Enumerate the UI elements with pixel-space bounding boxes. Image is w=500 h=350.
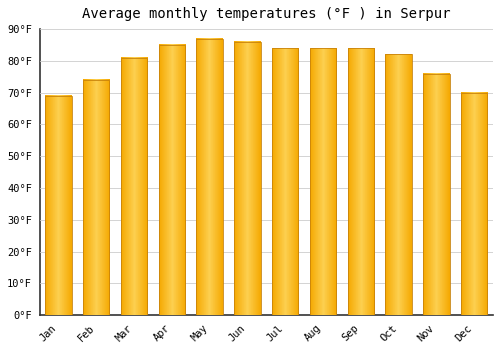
Bar (386, 55, 412, 315)
Bar (196, 38, 223, 315)
Bar (423, 74, 450, 315)
Bar (386, 55, 412, 315)
Title: Average monthly temperatures (°F ) in Serpur: Average monthly temperatures (°F ) in Se… (82, 7, 450, 21)
Bar (158, 45, 185, 315)
Bar (310, 48, 336, 315)
Bar (46, 96, 72, 315)
Bar (348, 48, 374, 315)
Bar (272, 48, 298, 315)
Bar (46, 96, 72, 315)
Bar (121, 58, 148, 315)
Bar (461, 93, 487, 315)
Bar (83, 80, 110, 315)
Bar (423, 74, 450, 315)
Bar (310, 48, 336, 315)
Bar (196, 38, 223, 315)
Bar (272, 48, 298, 315)
Bar (234, 42, 260, 315)
Bar (234, 42, 260, 315)
Bar (83, 80, 110, 315)
Bar (158, 45, 185, 315)
Bar (348, 48, 374, 315)
Bar (121, 58, 148, 315)
Bar (461, 93, 487, 315)
